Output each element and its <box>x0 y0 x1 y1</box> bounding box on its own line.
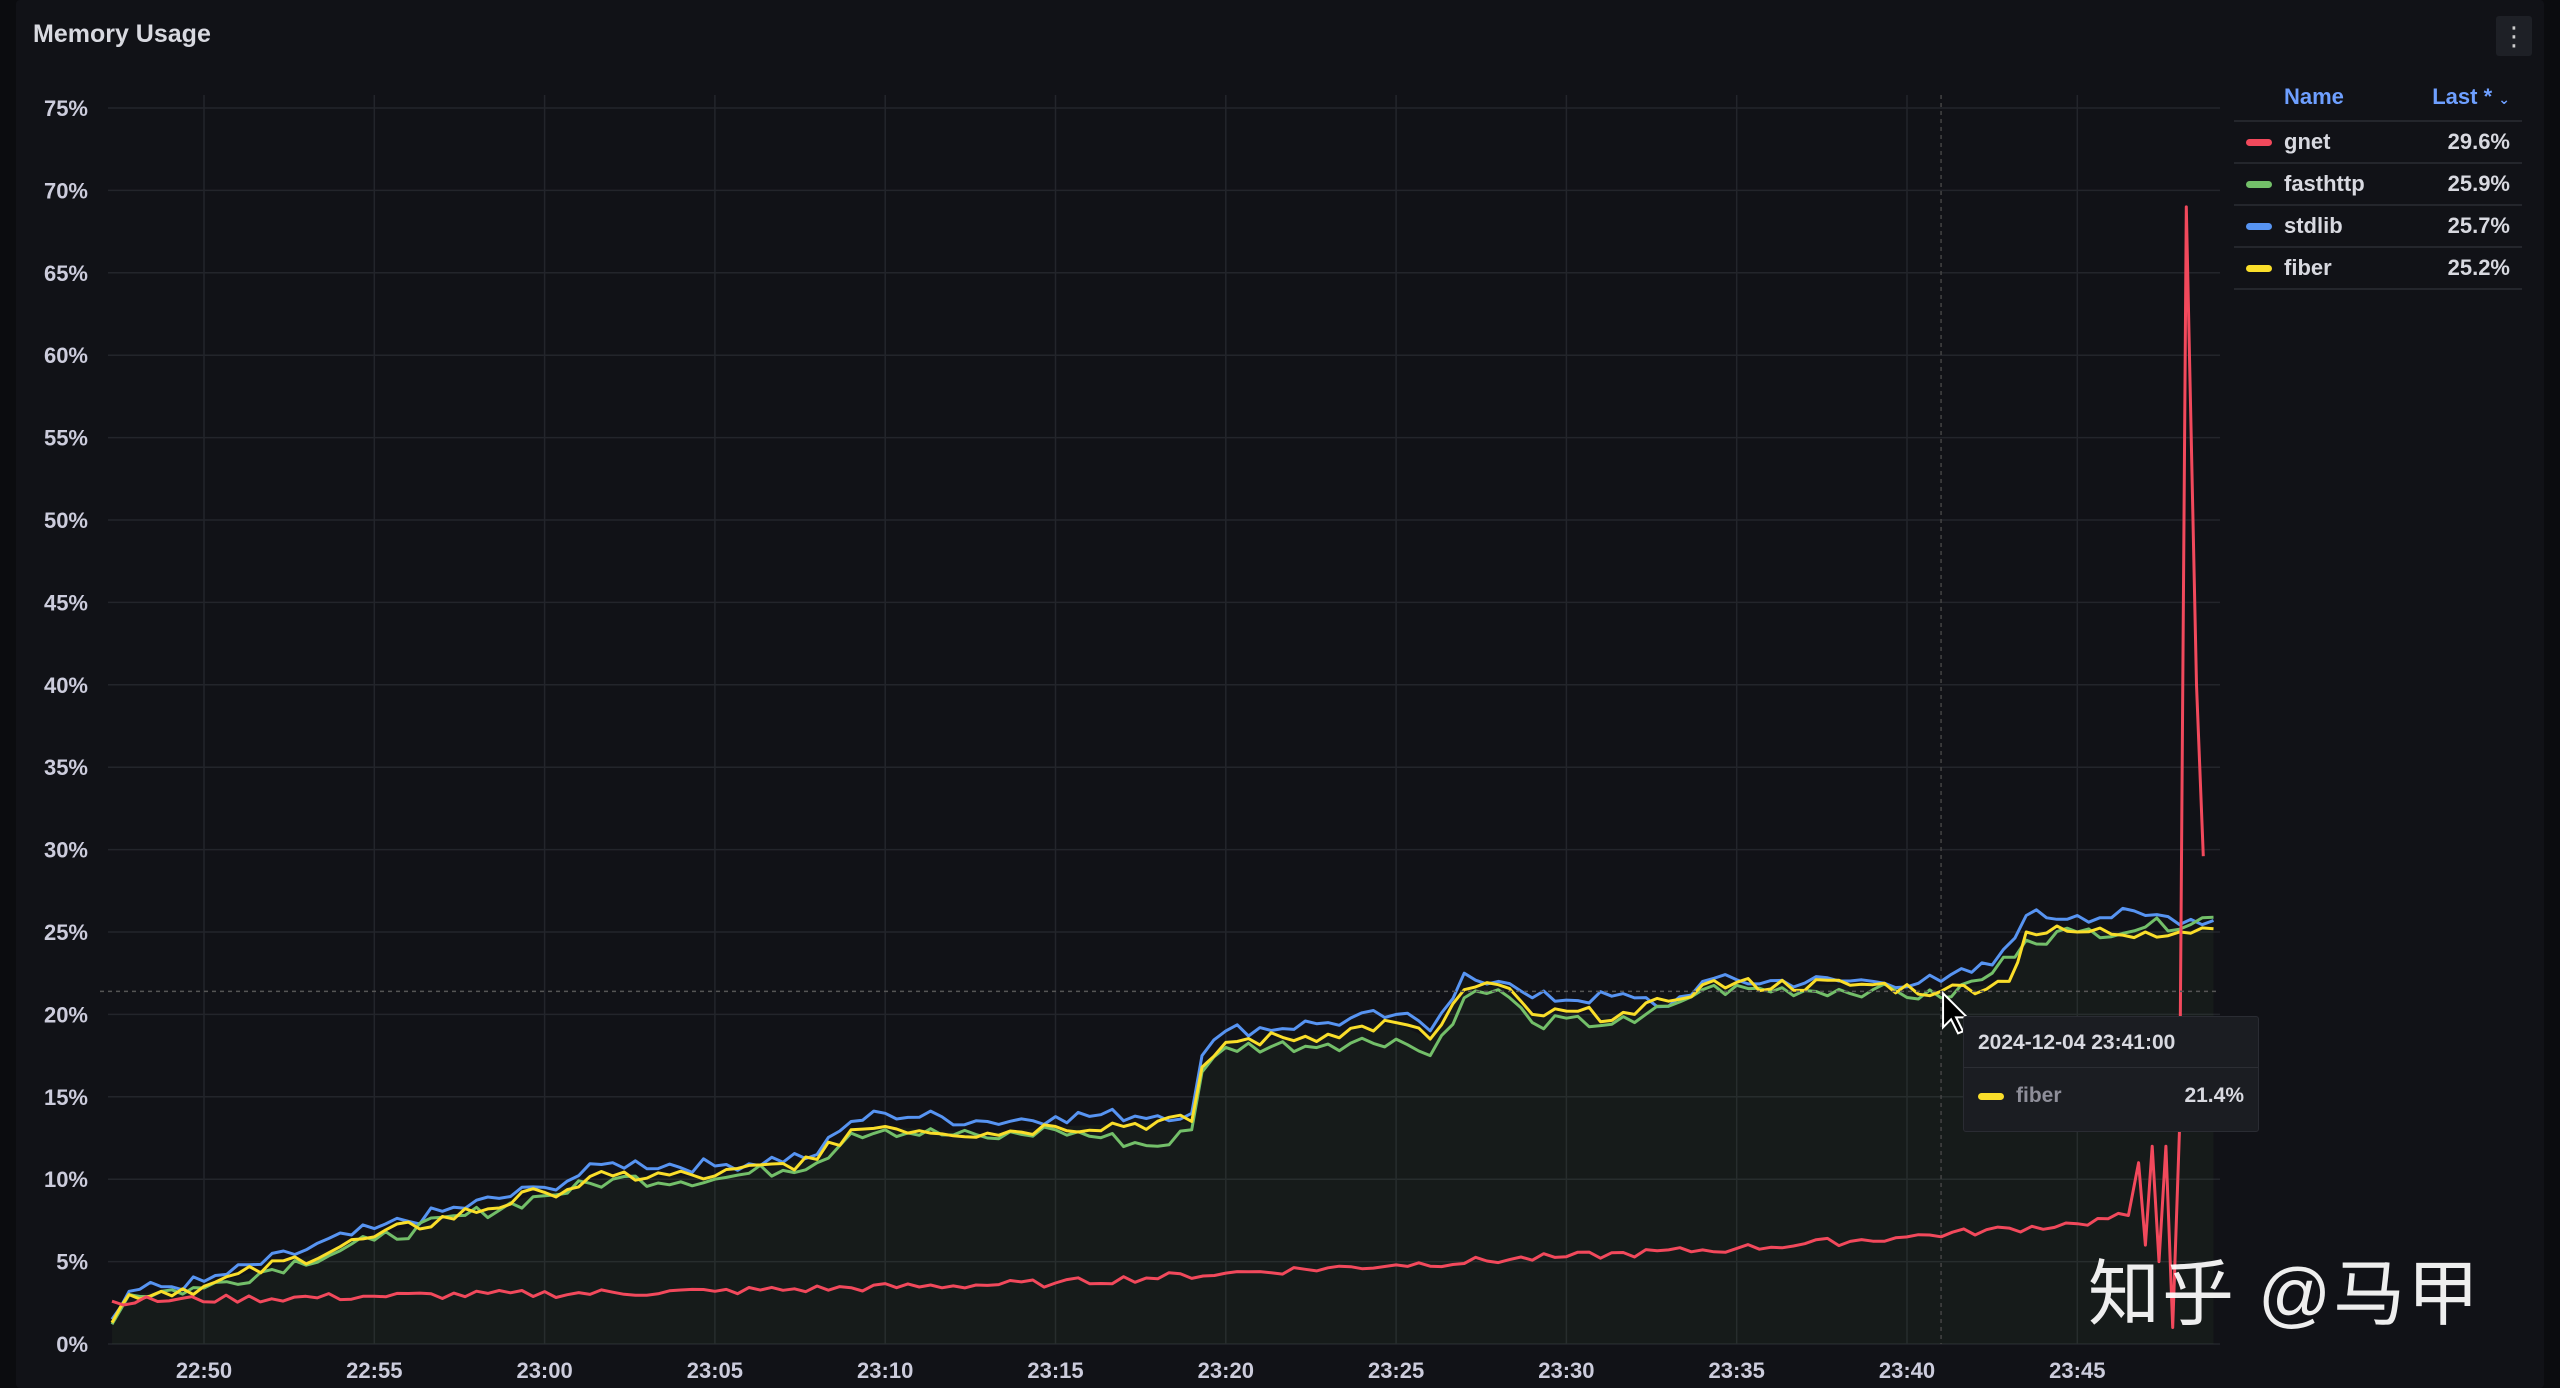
x-tick-label: 23:45 <box>2049 1358 2105 1383</box>
legend-item-last: 25.9% <box>2447 171 2510 196</box>
x-tick-label: 23:40 <box>1879 1358 1935 1383</box>
x-tick-label: 23:20 <box>1198 1358 1254 1383</box>
tooltip-row: fiber 21.4% <box>1964 1068 2258 1124</box>
legend-last-header[interactable]: Last * ⌄ <box>2432 84 2510 110</box>
x-tick-label: 23:00 <box>516 1358 572 1383</box>
x-tick-label: 23:10 <box>857 1358 913 1383</box>
series-swatch <box>2246 264 2272 272</box>
x-tick-label: 23:05 <box>687 1358 743 1383</box>
y-tick-label: 50% <box>44 508 88 533</box>
y-tick-label: 75% <box>44 96 88 121</box>
series-swatch <box>2246 138 2272 146</box>
tooltip-value: 21.4% <box>2184 1084 2244 1107</box>
vertical-dots-icon[interactable]: ⋮ <box>2496 16 2532 56</box>
y-tick-label: 40% <box>44 673 88 698</box>
y-tick-label: 35% <box>44 755 88 780</box>
x-tick-label: 23:30 <box>1538 1358 1594 1383</box>
legend-header: Name Last * ⌄ <box>2234 80 2522 122</box>
chevron-down-icon: ⌄ <box>2498 91 2510 107</box>
series-swatch <box>2246 222 2272 230</box>
watermark: 知乎 @马甲 <box>2088 1255 2482 1335</box>
y-tick-label: 60% <box>44 343 88 368</box>
legend-item-name: stdlib <box>2284 213 2343 238</box>
memory-usage-panel <box>16 0 2544 1388</box>
series-swatch <box>2246 180 2272 188</box>
legend-item-last: 25.2% <box>2447 255 2510 280</box>
tooltip-series-swatch <box>1978 1092 2004 1100</box>
tooltip: 2024-12-04 23:41:00 fiber 21.4% <box>1963 1016 2259 1132</box>
x-tick-label: 23:15 <box>1027 1358 1083 1383</box>
legend-item-last: 29.6% <box>2447 129 2510 154</box>
y-tick-label: 5% <box>56 1250 88 1275</box>
x-tick-label: 22:50 <box>176 1358 232 1383</box>
y-tick-label: 30% <box>44 838 88 863</box>
y-tick-label: 15% <box>44 1085 88 1110</box>
tooltip-time: 2024-12-04 23:41:00 <box>1964 1017 2258 1068</box>
legend-item-name: fiber <box>2284 255 2332 280</box>
legend-last-label: Last * <box>2432 84 2493 109</box>
x-tick-label: 23:25 <box>1368 1358 1424 1383</box>
series-line-gnet <box>111 205 2205 1329</box>
legend-item-fiber[interactable]: fiber 25.2% <box>2234 248 2522 290</box>
legend-item-name: gnet <box>2284 129 2331 154</box>
x-tick-label: 22:55 <box>346 1358 402 1383</box>
y-tick-label: 70% <box>44 178 88 203</box>
y-tick-label: 45% <box>44 590 88 615</box>
series-line-fiber <box>110 924 2214 1324</box>
tooltip-series-name: fiber <box>2016 1084 2062 1107</box>
y-tick-label: 10% <box>44 1167 88 1192</box>
x-tick-label: 23:35 <box>1709 1358 1765 1383</box>
legend-item-name: fasthttp <box>2284 171 2365 196</box>
legend-table: Name Last * ⌄ gnet 29.6% fasthttp 25.9% stdl… <box>2234 80 2522 290</box>
y-tick-label: 0% <box>56 1332 88 1357</box>
legend-item-fasthttp[interactable]: fasthttp 25.9% <box>2234 164 2522 206</box>
y-tick-label: 25% <box>44 920 88 945</box>
legend-name-header[interactable]: Name <box>2284 84 2344 109</box>
panel-title: Memory Usage <box>33 20 211 48</box>
y-tick-label: 65% <box>44 261 88 286</box>
y-tick-label: 20% <box>44 1002 88 1027</box>
legend-item-gnet[interactable]: gnet 29.6% <box>2234 122 2522 164</box>
series-area-fill <box>112 928 2214 1344</box>
legend-item-last: 25.7% <box>2447 213 2510 238</box>
y-tick-label: 55% <box>44 426 88 451</box>
legend-item-stdlib[interactable]: stdlib 25.7% <box>2234 206 2522 248</box>
